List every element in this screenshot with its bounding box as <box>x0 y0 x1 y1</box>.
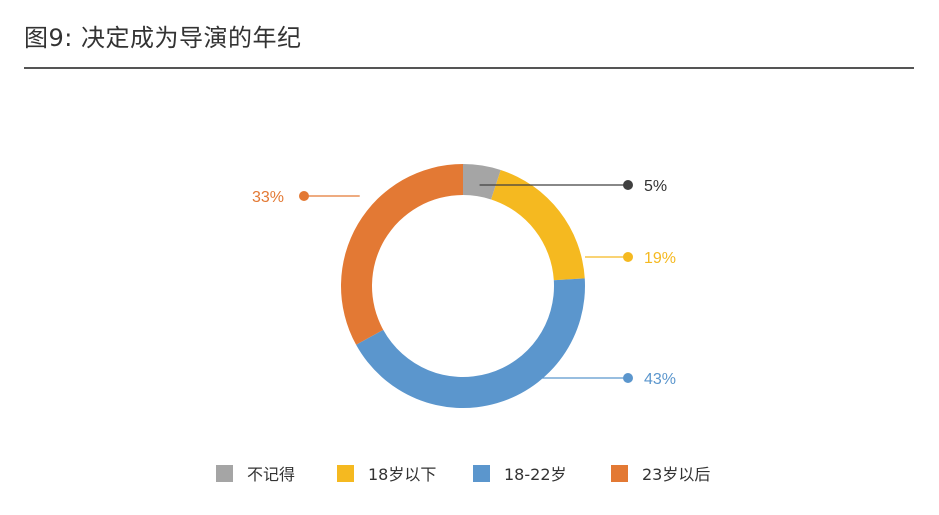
legend-label-18-22: 18-22岁 <box>504 465 567 484</box>
legend-swatch-unknown <box>216 464 233 482</box>
legend-swatch-over-23 <box>611 464 628 482</box>
slice-unknown <box>463 164 501 200</box>
page-title: 图9: 决定成为导演的年纪 <box>24 24 302 52</box>
data-label-over-23: 33% <box>252 189 284 206</box>
legend-item-18-22: 18-22岁 <box>473 458 567 488</box>
data-label-18-22: 43% <box>644 371 676 388</box>
legend-label-unknown: 不记得 <box>247 465 296 484</box>
legend-item-over-23: 23岁以后 <box>611 458 710 488</box>
slice-over-23 <box>340 164 463 345</box>
title-divider <box>24 67 914 69</box>
slice-18-22 <box>356 278 585 408</box>
legend-label-over-23: 23岁以后 <box>642 465 711 484</box>
leader-dot-unknown <box>623 180 633 190</box>
chart-legend: 不记得 18岁以下 18-22岁 23岁以后 <box>0 458 939 488</box>
legend-item-unknown: 不记得 <box>216 458 295 488</box>
legend-swatch-under-18 <box>337 464 354 482</box>
legend-label-under-18: 18岁以下 <box>368 465 437 484</box>
data-label-under-18: 19% <box>644 250 676 267</box>
data-label-unknown: 5% <box>644 178 667 195</box>
legend-item-under-18: 18岁以下 <box>337 458 436 488</box>
slice-under-18 <box>491 169 585 281</box>
legend-swatch-18-22 <box>473 464 490 482</box>
leader-dot-under-18 <box>623 252 633 262</box>
leader-dot-18-22 <box>623 373 633 383</box>
leader-dot-over-23 <box>299 191 309 201</box>
